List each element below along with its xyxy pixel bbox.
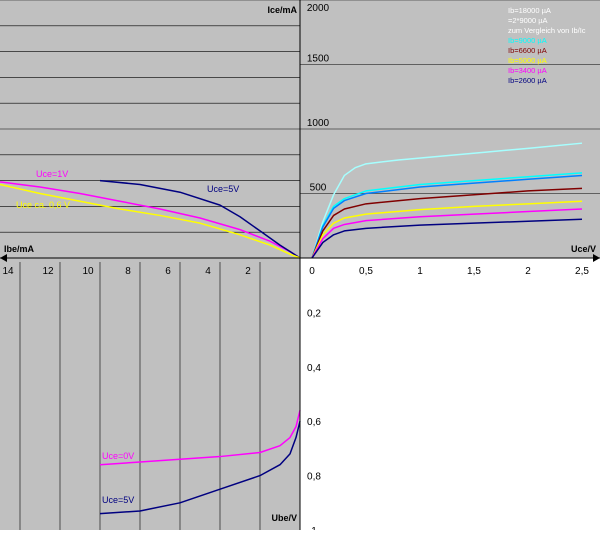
labels: 0 0,5 1 1,5 2 2,5 500 1000 1500 2000 14 12 10 8 6 4 2 0,2… bbox=[2, 3, 596, 535]
x-tick-label: 1 bbox=[417, 266, 423, 277]
legend-entry: Ib=6600 µA bbox=[508, 46, 547, 55]
x-tick-label: 10 bbox=[82, 266, 94, 277]
x-tick-label: 8 bbox=[125, 266, 131, 277]
series-line-current-gain-2 bbox=[0, 183, 301, 259]
series-line-input-0 bbox=[99, 410, 301, 466]
series-annotation: Uce=5V bbox=[102, 495, 134, 505]
x-tick-label: 14 bbox=[2, 266, 14, 277]
y-tick-label: 1500 bbox=[307, 54, 330, 65]
y-axis-label: Ice/mA bbox=[267, 5, 297, 15]
x-tick-label: 2 bbox=[245, 266, 251, 277]
series-line-output-0 bbox=[311, 142, 583, 259]
legend-entry: Ib=18000 µA bbox=[508, 6, 551, 15]
series-line-output-6 bbox=[311, 218, 583, 259]
bottom-left-panel bbox=[0, 258, 300, 530]
legend-entry: Ib=9000 µA bbox=[508, 36, 547, 45]
series-annotation: Uce=1V bbox=[36, 169, 68, 179]
series-annotation: Uce=0V bbox=[102, 451, 134, 461]
y-tick-label: 2000 bbox=[307, 3, 330, 14]
series-line-current-gain-0 bbox=[0, 181, 301, 259]
x-axis-label: Ibe/mA bbox=[4, 244, 35, 254]
x-tick-label: 4 bbox=[205, 266, 211, 277]
legend-entry: Ib=2600 µA bbox=[508, 76, 547, 85]
x-tick-label: 2 bbox=[525, 266, 531, 277]
series-line-output-4 bbox=[311, 200, 583, 259]
y-tick-label: 1 bbox=[311, 526, 317, 530]
series-line-input-1 bbox=[99, 421, 301, 515]
series-line-current-gain-1 bbox=[99, 179, 301, 259]
series-line-output-2 bbox=[311, 174, 583, 259]
y-tick-label: 0,2 bbox=[307, 308, 321, 319]
y-tick-label: 0,6 bbox=[307, 417, 321, 428]
series-annotation: Uce=5V bbox=[207, 184, 239, 194]
y-tick-label: 1000 bbox=[307, 118, 330, 129]
y-tick-label: 0,8 bbox=[307, 472, 321, 483]
x-tick-label: 12 bbox=[42, 266, 54, 277]
x-tick-label: 0,5 bbox=[359, 266, 373, 277]
bottom-right-panel bbox=[300, 258, 600, 530]
legend-entry: zum Vergleich von Ib/Ic bbox=[508, 26, 586, 35]
y-axis-label: Ube/V bbox=[271, 513, 297, 523]
legend-entry: =2*9000 µA bbox=[508, 16, 548, 25]
series-line-output-5 bbox=[311, 208, 583, 259]
x-axis-arrow-right bbox=[593, 254, 600, 262]
series-group bbox=[0, 142, 583, 515]
x-tick-label: 0 bbox=[309, 266, 315, 277]
x-tick-label: 1,5 bbox=[467, 266, 481, 277]
x-axis-label: Uce/V bbox=[571, 244, 596, 254]
legend-entry: Ib=5000 µA bbox=[508, 56, 547, 65]
x-tick-label: 2,5 bbox=[575, 266, 589, 277]
y-tick-label: 500 bbox=[310, 183, 327, 194]
y-tick-label: 0,4 bbox=[307, 363, 321, 374]
series-annotation: Uce ca. 0,6 V bbox=[16, 200, 70, 210]
x-tick-label: 6 bbox=[165, 266, 171, 277]
series-line-output-1 bbox=[311, 172, 583, 259]
legend-entry: Ib=3400 µA bbox=[508, 66, 547, 75]
x-axis-arrow-left bbox=[0, 254, 7, 262]
series-line-output-3 bbox=[311, 187, 583, 259]
